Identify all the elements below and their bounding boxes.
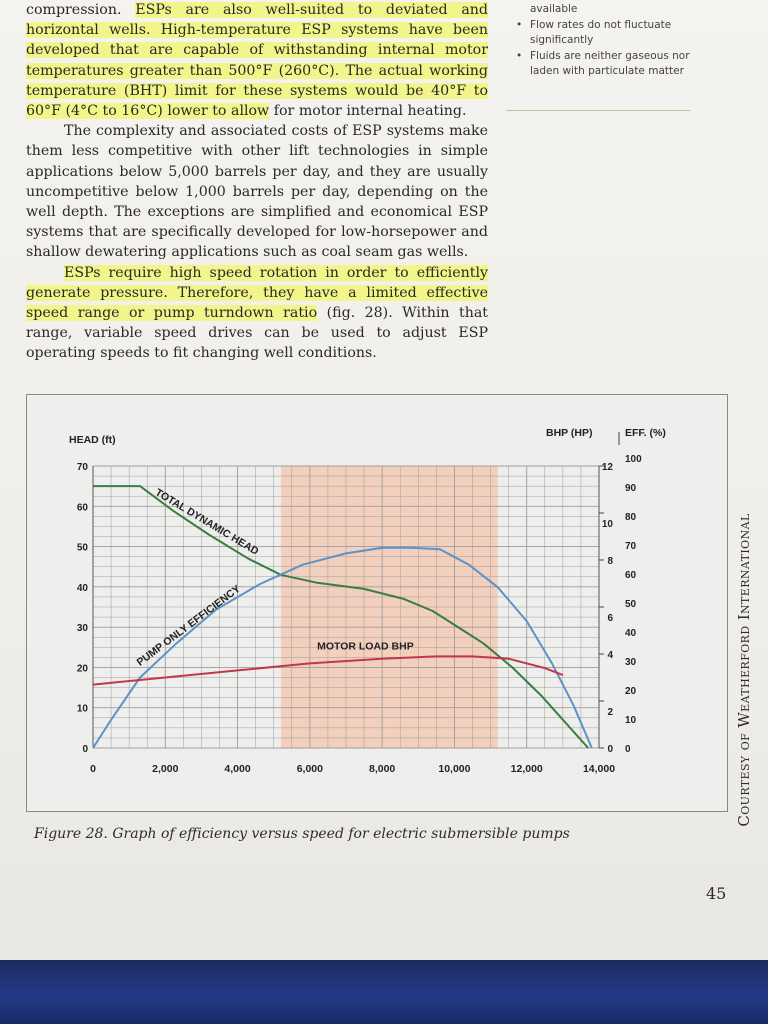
- efficiency-chart: HEAD (ft) BHP (HP) EFF. (%) 0 2,000 4,000 6,00…: [69, 427, 666, 775]
- bhp-tick-label: 4: [607, 650, 613, 661]
- x-tick-label: 2,000: [152, 763, 178, 775]
- text-span: The complexity and associated costs of E…: [26, 123, 488, 261]
- figure-28-box: HEAD (ft) BHP (HP) EFF. (%) 0 2,000 4,000 6,00…: [26, 394, 728, 812]
- pump-efficiency-curve: [92, 546, 593, 749]
- x-tick-label: 4,000: [224, 763, 250, 775]
- x-tick-label: 6,000: [297, 763, 323, 775]
- efficiency-tick-label: 10: [625, 715, 637, 726]
- x-tick-label: 12,000: [511, 763, 543, 775]
- sidebar-item: Fluids are neither gaseous nor laden wit…: [508, 49, 690, 80]
- head-tick-label: 40: [77, 583, 89, 594]
- head-tick-label: 30: [77, 623, 89, 634]
- page-number: 45: [706, 884, 727, 903]
- head-tick-label: 20: [77, 663, 89, 674]
- efficiency-tick-label: 100: [625, 454, 642, 465]
- total-dynamic-head-curve: [93, 485, 589, 749]
- text-span: for motor internal heating.: [269, 103, 467, 120]
- bhp-tick-label: 10: [602, 519, 614, 530]
- figure-caption: Figure 28. Graph of efficiency versus sp…: [34, 826, 570, 842]
- text-span: (fig. 28). Within that range, variable s…: [26, 305, 489, 362]
- head-tick-label: 0: [82, 744, 88, 755]
- x-tick-label: 0: [90, 763, 96, 775]
- efficiency-tick-label: 50: [625, 599, 637, 610]
- sidebar-divider: [506, 110, 690, 111]
- efficiency-tick-label: 30: [625, 657, 637, 668]
- paragraph-2: The complexity and associated costs of E…: [26, 121, 488, 262]
- body-text: compression. ESPs are also well-suited t…: [26, 0, 489, 364]
- head-axis-title: HEAD (ft): [69, 434, 116, 446]
- sidebar-lead: available: [530, 3, 578, 15]
- head-tick-label: 50: [77, 543, 89, 554]
- x-tick-label: 8,000: [369, 763, 395, 775]
- book-page: compression. ESPs are also well-suited t…: [0, 0, 768, 965]
- sidebar-list: Flow rates do not fluctuate significantl…: [508, 18, 690, 80]
- bhp-curve-label: MOTOR LOAD BHP: [317, 641, 414, 653]
- paragraph-1: compression. ESPs are also well-suited t…: [26, 0, 489, 121]
- efficiency-tick-label: 20: [625, 686, 637, 697]
- sidebar-box: available Flow rates do not fluctuate si…: [508, 2, 690, 80]
- bhp-tick-label: 2: [607, 707, 613, 718]
- bhp-tick-label: 6: [607, 613, 613, 624]
- x-tick-label: 10,000: [438, 763, 470, 775]
- efficiency-tick-label: 60: [625, 570, 637, 581]
- background-fabric: [0, 960, 768, 1024]
- efficiency-tick-label: 80: [625, 512, 637, 523]
- head-tick-label: 70: [77, 462, 89, 473]
- efficiency-axis-title: EFF. (%): [625, 427, 666, 439]
- bhp-tick-label: 0: [607, 744, 613, 755]
- highlighted-text: ESPs require high speed rotation in orde…: [26, 264, 488, 322]
- sidebar-item: Flow rates do not fluctuate significantl…: [508, 18, 690, 49]
- x-tick-label: 14,000: [583, 763, 615, 775]
- head-tick-label: 60: [77, 502, 89, 513]
- bhp-tick-label: 12: [602, 462, 614, 473]
- paragraph-3: ESPs require high speed rotation in orde…: [26, 263, 488, 364]
- efficiency-tick-label: 90: [625, 483, 637, 494]
- figure-credit: Courtesy of Weatherford International: [735, 513, 753, 827]
- efficiency-tick-label: 70: [625, 541, 637, 552]
- highlighted-text: ESPs are also well-suited to deviated an…: [26, 2, 489, 120]
- head-tick-label: 10: [77, 704, 89, 715]
- efficiency-tick-label: 40: [625, 628, 637, 639]
- motor-load-bhp-curve: [92, 655, 564, 686]
- bhp-tick-label: 8: [607, 556, 613, 567]
- head-curve-label: TOTAL DYNAMIC HEAD: [153, 486, 261, 557]
- efficiency-curve-label: PUMP ONLY EFFICIENCY: [135, 583, 243, 669]
- efficiency-tick-label: 0: [625, 744, 631, 755]
- text-span: compression.: [26, 2, 136, 18]
- bhp-axis-title: BHP (HP): [546, 427, 592, 439]
